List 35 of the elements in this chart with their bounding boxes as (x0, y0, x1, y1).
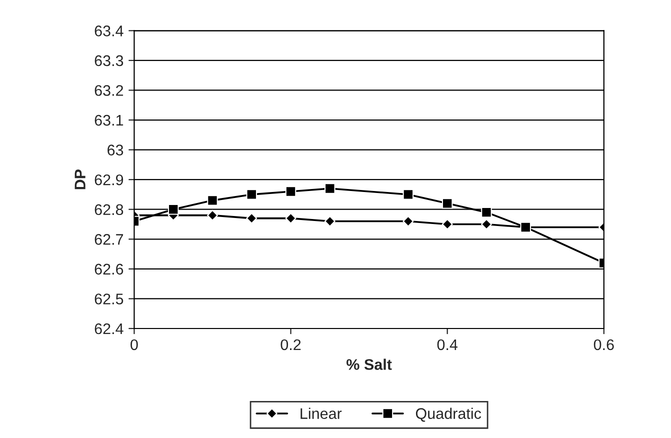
point (520, 222, 531, 233)
y-tick-label: 63.3 (94, 55, 124, 66)
y-tick-label: 62.6 (94, 264, 124, 275)
point (285, 212, 296, 224)
point (481, 218, 492, 230)
x-axis-title: % Salt (346, 358, 392, 370)
point (481, 206, 492, 218)
y-tick-label: 62.7 (94, 234, 124, 245)
x-tick-label: 0.4 (437, 339, 458, 350)
x-tick-label: 0 (130, 339, 138, 350)
y-tick-label: 62.5 (94, 294, 124, 304)
point (168, 204, 179, 215)
legend-label: Quadratic (416, 408, 482, 422)
point (246, 212, 258, 224)
y-tick-label: 62.8 (94, 204, 124, 216)
y-tick-label: 63.2 (94, 85, 124, 96)
y-tick-label: 63.1 (94, 114, 124, 126)
point (207, 195, 218, 206)
point (442, 198, 453, 209)
y-tick-label: 63 (108, 144, 124, 156)
point (442, 218, 453, 230)
x-tick-label: 0.6 (594, 339, 614, 350)
point (324, 216, 336, 227)
point (285, 186, 296, 197)
point (207, 210, 218, 221)
point (324, 183, 336, 194)
legend-label: Linear (300, 408, 342, 419)
point (402, 216, 414, 227)
point (402, 189, 414, 200)
y-axis-title: DP (74, 169, 86, 190)
y-tick-label: 62.4 (94, 323, 124, 334)
y-tick-label: 63.4 (94, 26, 124, 36)
point (246, 189, 258, 200)
x-tick-label: 0.2 (280, 339, 301, 350)
y-tick-label: 62.9 (94, 174, 124, 186)
